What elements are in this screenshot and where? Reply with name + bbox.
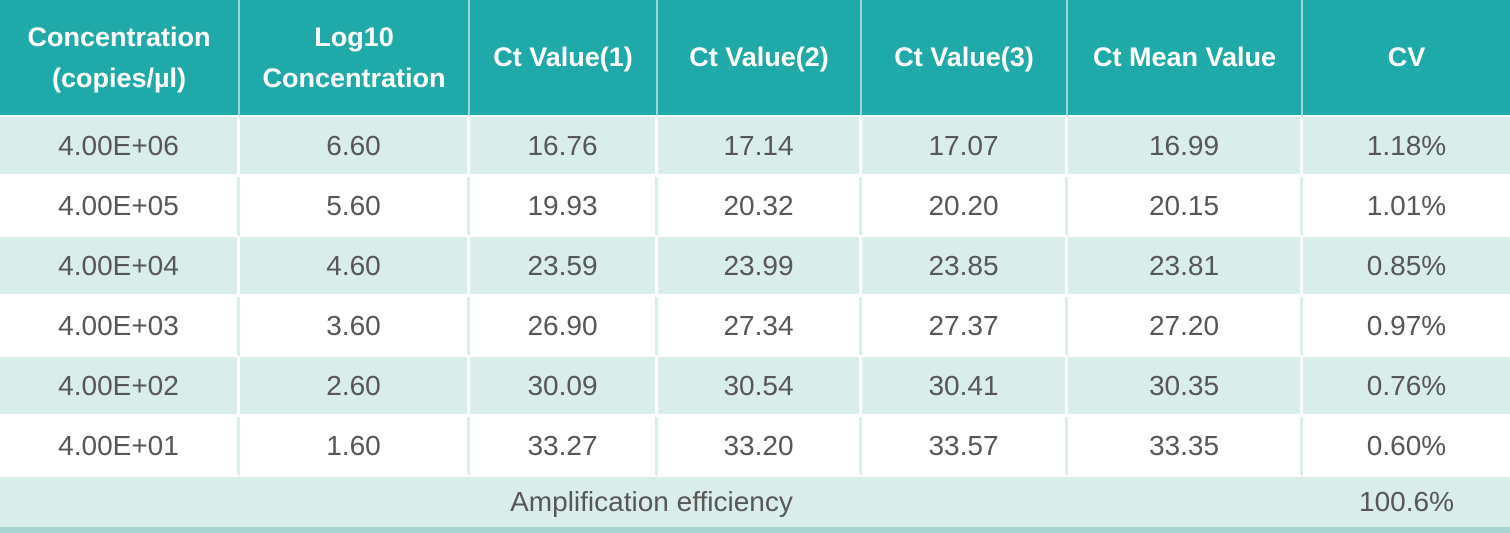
table-cell: 30.09 xyxy=(470,357,658,417)
table-row: 4.00E+06 6.60 16.76 17.14 17.07 16.99 1.… xyxy=(0,117,1510,177)
table-cell: 4.00E+05 xyxy=(0,177,240,237)
table-cell: 30.41 xyxy=(862,357,1068,417)
table-cell: 20.15 xyxy=(1068,177,1303,237)
table-cell: 27.34 xyxy=(658,297,862,357)
table-cell: 0.76% xyxy=(1303,357,1510,417)
table-cell: 16.99 xyxy=(1068,117,1303,177)
table-row: 4.00E+04 4.60 23.59 23.99 23.85 23.81 0.… xyxy=(0,237,1510,297)
header-ct-mean-value: Ct Mean Value xyxy=(1068,0,1303,117)
header-log10-concentration: Log10 Concentration xyxy=(240,0,470,117)
table-cell: 4.00E+04 xyxy=(0,237,240,297)
table-cell: 0.85% xyxy=(1303,237,1510,297)
table-cell: 20.32 xyxy=(658,177,862,237)
table-cell: 0.60% xyxy=(1303,417,1510,477)
table-cell: 1.18% xyxy=(1303,117,1510,177)
table-cell: 33.57 xyxy=(862,417,1068,477)
table-cell: 17.14 xyxy=(658,117,862,177)
table-cell: 16.76 xyxy=(470,117,658,177)
table-cell: 27.37 xyxy=(862,297,1068,357)
table-row: 4.00E+02 2.60 30.09 30.54 30.41 30.35 0.… xyxy=(0,357,1510,417)
amplification-efficiency-label: Amplification efficiency xyxy=(0,477,1303,527)
table-cell: 1.60 xyxy=(240,417,470,477)
header-row: Concentration (copies/µl) Log10 Concentr… xyxy=(0,0,1510,117)
table-cell: 4.00E+03 xyxy=(0,297,240,357)
table-cell: 26.90 xyxy=(470,297,658,357)
table-cell: 23.99 xyxy=(658,237,862,297)
table-cell: 4.00E+06 xyxy=(0,117,240,177)
header-ct-value-3: Ct Value(3) xyxy=(862,0,1068,117)
footer-row: Amplification efficiency 100.6% xyxy=(0,477,1510,527)
table-cell: 23.85 xyxy=(862,237,1068,297)
header-ct-value-2: Ct Value(2) xyxy=(658,0,862,117)
table-cell: 27.20 xyxy=(1068,297,1303,357)
table-cell: 6.60 xyxy=(240,117,470,177)
table-cell: 33.35 xyxy=(1068,417,1303,477)
table-cell: 33.20 xyxy=(658,417,862,477)
table-row: 4.00E+05 5.60 19.93 20.32 20.20 20.15 1.… xyxy=(0,177,1510,237)
table-cell: 23.81 xyxy=(1068,237,1303,297)
table-cell: 4.00E+01 xyxy=(0,417,240,477)
table-cell: 4.60 xyxy=(240,237,470,297)
table-cell: 4.00E+02 xyxy=(0,357,240,417)
header-concentration: Concentration (copies/µl) xyxy=(0,0,240,117)
table-cell: 20.20 xyxy=(862,177,1068,237)
header-ct-value-1: Ct Value(1) xyxy=(470,0,658,117)
header-cv: CV xyxy=(1303,0,1510,117)
table-cell: 33.27 xyxy=(470,417,658,477)
table-row: 4.00E+03 3.60 26.90 27.34 27.37 27.20 0.… xyxy=(0,297,1510,357)
table-row: 4.00E+01 1.60 33.27 33.20 33.57 33.35 0.… xyxy=(0,417,1510,477)
table-cell: 0.97% xyxy=(1303,297,1510,357)
table-cell: 1.01% xyxy=(1303,177,1510,237)
table-cell: 19.93 xyxy=(470,177,658,237)
amplification-efficiency-value: 100.6% xyxy=(1303,477,1510,527)
table-cell: 17.07 xyxy=(862,117,1068,177)
table-cell: 23.59 xyxy=(470,237,658,297)
table-cell: 3.60 xyxy=(240,297,470,357)
bottom-accent-bar xyxy=(0,527,1510,533)
table-cell: 5.60 xyxy=(240,177,470,237)
table-cell: 2.60 xyxy=(240,357,470,417)
table-cell: 30.54 xyxy=(658,357,862,417)
table-cell: 30.35 xyxy=(1068,357,1303,417)
